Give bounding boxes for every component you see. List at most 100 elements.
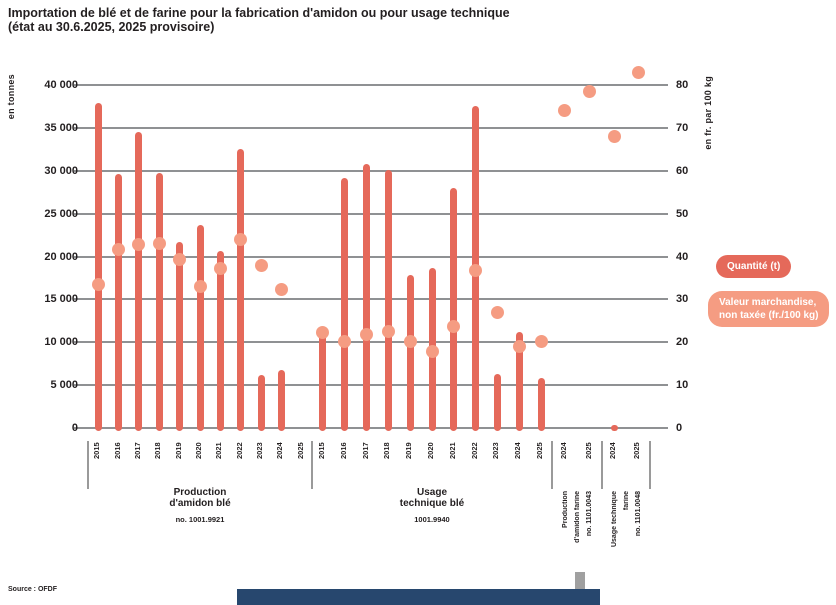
quantity-bar bbox=[319, 326, 327, 431]
value-dot bbox=[447, 320, 461, 334]
right-axis-tick-label: 20 bbox=[676, 336, 689, 349]
value-dot bbox=[316, 326, 330, 340]
value-dot bbox=[360, 328, 374, 342]
x-axis-year-label: 2025 bbox=[632, 442, 641, 459]
x-axis-year-label: 2015 bbox=[316, 442, 326, 459]
quantity-bar bbox=[176, 241, 184, 431]
group-label-line: no. 1101.0043 bbox=[586, 491, 593, 537]
value-dot bbox=[558, 104, 571, 118]
source-note: Source : OFDF bbox=[8, 586, 58, 593]
gridline bbox=[74, 84, 668, 86]
quantity-bar bbox=[94, 103, 102, 431]
group-label: Production d'amidon blé no. 1001.9921 bbox=[120, 487, 280, 524]
right-axis-tick-label: 40 bbox=[676, 250, 689, 263]
group-label-line: technique blé bbox=[399, 498, 465, 509]
left-axis-tick-label: 0 bbox=[71, 422, 78, 434]
group-label-rotated: Production d'amidon farine no. 1101.0043 bbox=[561, 491, 594, 543]
value-dot bbox=[583, 84, 596, 98]
quantity-bar bbox=[450, 187, 458, 431]
group-label-line: Usage technique bbox=[611, 491, 618, 548]
quantity-bar bbox=[384, 169, 392, 431]
x-axis-year-label: 2024 bbox=[608, 442, 617, 459]
value-dot bbox=[173, 253, 187, 266]
gridline bbox=[74, 298, 668, 301]
quantity-bar bbox=[257, 374, 265, 431]
quantity-bar bbox=[406, 274, 414, 431]
group-label-line: farine bbox=[623, 491, 630, 511]
x-axis-year-label: 2021 bbox=[214, 442, 224, 459]
x-axis-year-label: 2023 bbox=[491, 442, 501, 459]
legend-quantity-pill: Quantité (t) bbox=[716, 255, 792, 278]
group-separator bbox=[87, 441, 89, 489]
quantity-bar bbox=[341, 177, 349, 431]
right-axis-tick-label: 60 bbox=[676, 164, 689, 177]
group-label-line: Production bbox=[173, 487, 227, 498]
group-tariff-sublabel: no. 1001.9921 bbox=[175, 515, 225, 524]
gridline bbox=[74, 169, 668, 172]
x-axis-year-label: 2016 bbox=[338, 442, 348, 459]
x-axis-year-label: 2016 bbox=[112, 442, 122, 459]
value-dot bbox=[631, 65, 645, 79]
x-axis-year-label: 2019 bbox=[173, 442, 183, 459]
value-dot bbox=[213, 262, 227, 275]
value-dot bbox=[254, 259, 268, 273]
x-axis-year-label: 2017 bbox=[132, 442, 142, 459]
quantity-bar bbox=[515, 331, 523, 431]
x-axis-year-label: 2024 bbox=[558, 442, 568, 459]
quantity-bar bbox=[155, 173, 163, 431]
group-separator bbox=[311, 441, 313, 489]
x-axis-year-label: 2025 bbox=[583, 442, 593, 459]
right-axis-tick-label: 70 bbox=[676, 121, 689, 134]
x-axis-year-label: 2024 bbox=[513, 442, 523, 459]
left-axis-tick-label: 20 000 bbox=[44, 250, 78, 263]
x-axis-year-label: 2015 bbox=[92, 442, 102, 459]
value-dot bbox=[607, 129, 621, 143]
right-axis-tick-label: 0 bbox=[676, 422, 683, 434]
quantity-bar bbox=[115, 174, 123, 431]
value-dot bbox=[234, 232, 248, 246]
x-axis-year-label: 2020 bbox=[426, 442, 435, 459]
value-dot bbox=[512, 340, 526, 354]
left-axis-tick-label: 15 000 bbox=[44, 293, 78, 306]
gridline bbox=[74, 384, 668, 387]
quantity-bar bbox=[216, 251, 224, 431]
chart-title-line2: (état au 30.6.2025, 2025 provisoire) bbox=[8, 20, 215, 34]
group-separator bbox=[551, 441, 553, 489]
left-axis-tick-label: 35 000 bbox=[44, 121, 78, 134]
x-axis-year-label: 2018 bbox=[153, 442, 163, 459]
gridline bbox=[74, 341, 668, 344]
gridline bbox=[74, 255, 668, 258]
right-axis-tick-label: 50 bbox=[676, 207, 689, 220]
quantity-bar bbox=[493, 373, 501, 431]
gridline bbox=[74, 427, 668, 429]
quantity-bar bbox=[363, 163, 371, 431]
group-label-line: no. 1101.0048 bbox=[635, 491, 642, 537]
chart-title-line1: Importation de blé et de farine pour la … bbox=[8, 6, 510, 20]
left-axis-tick-label: 25 000 bbox=[44, 207, 78, 220]
quantity-bar bbox=[196, 224, 204, 431]
x-axis-year-label: 2023 bbox=[255, 442, 265, 459]
x-axis-year-label: 2025 bbox=[535, 442, 545, 459]
right-axis-tick-label: 30 bbox=[676, 293, 689, 306]
value-dot bbox=[469, 264, 483, 278]
x-axis-year-label: 2021 bbox=[447, 442, 457, 459]
right-axis-tick-label: 10 bbox=[676, 379, 689, 392]
quantity-bar bbox=[135, 132, 143, 431]
left-axis-tick-label: 5 000 bbox=[50, 379, 78, 392]
x-axis-year-label: 2024 bbox=[275, 442, 285, 459]
value-dot bbox=[132, 237, 146, 251]
quantity-bar bbox=[237, 149, 245, 431]
x-axis-year-label: 2020 bbox=[194, 442, 203, 459]
value-dot bbox=[381, 325, 395, 339]
value-dot bbox=[534, 335, 548, 349]
group-separator bbox=[601, 441, 603, 489]
legend-value-label-line1: Valeur marchandise, bbox=[719, 297, 817, 308]
x-axis-year-label: 2022 bbox=[234, 442, 244, 459]
quantity-bar bbox=[610, 424, 618, 431]
gridline bbox=[74, 212, 668, 215]
group-separator bbox=[649, 441, 651, 489]
value-dot bbox=[91, 278, 105, 292]
value-dot bbox=[193, 279, 207, 293]
gridline bbox=[74, 126, 668, 129]
